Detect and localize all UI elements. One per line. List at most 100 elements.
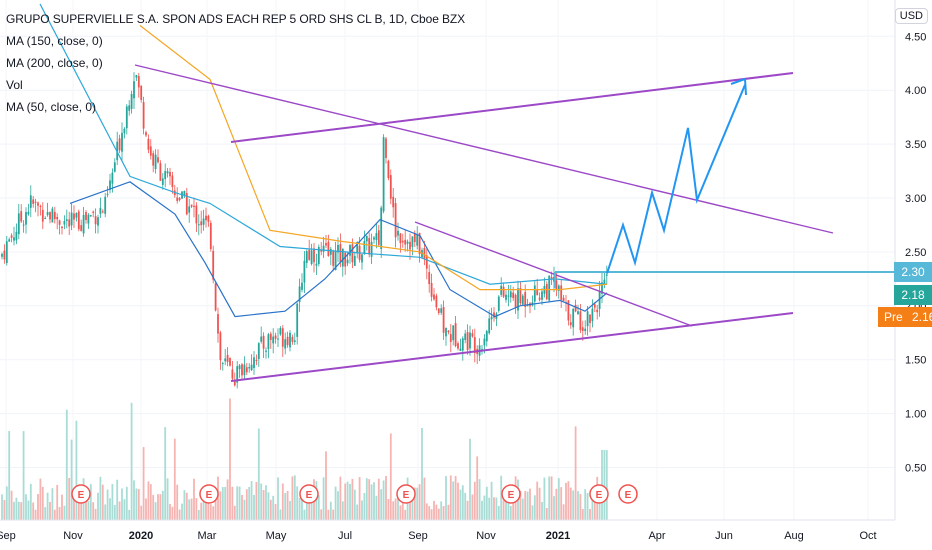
candle-body	[195, 205, 198, 224]
candle-body	[140, 85, 143, 100]
volume-bar	[58, 507, 61, 520]
volume-bar	[545, 507, 548, 520]
candle-body	[262, 335, 265, 349]
candle-body	[49, 212, 51, 220]
earnings-marker-label: E	[625, 490, 632, 501]
candle-body	[190, 204, 193, 207]
volume-bar	[411, 495, 414, 520]
candle-body	[277, 338, 279, 340]
candle-body	[94, 216, 97, 225]
volume-bar	[106, 489, 109, 520]
volume-bar	[137, 489, 140, 520]
volume-bar	[200, 502, 203, 520]
volume-bar	[449, 475, 452, 520]
indicator-vol[interactable]: Vol	[6, 78, 23, 92]
candle-body	[133, 81, 135, 99]
candle-body	[183, 190, 186, 196]
candle-body	[5, 241, 8, 264]
candle-body	[284, 339, 287, 349]
volume-bar	[579, 494, 582, 520]
candle-body	[185, 193, 188, 215]
volume-bar	[145, 498, 147, 520]
candle-body	[104, 196, 107, 214]
volume-bar	[260, 483, 263, 520]
earnings-marker	[589, 484, 609, 504]
volume-bar	[231, 486, 234, 520]
candle-body	[497, 296, 500, 311]
indicator-ma50[interactable]: MA (50, close, 0)	[6, 100, 97, 114]
candle-body	[337, 244, 339, 253]
candle-body	[200, 221, 203, 226]
candle-body	[221, 363, 224, 365]
volume-bar	[147, 481, 150, 520]
volume-bar	[584, 489, 587, 520]
volume-bar	[377, 478, 380, 520]
volume-bar	[181, 503, 183, 520]
volume-bar	[394, 498, 397, 520]
candle-body	[109, 180, 111, 190]
volume-bar	[490, 481, 493, 520]
volume-bar	[445, 476, 447, 520]
volume-bar	[159, 494, 162, 520]
volume-bar	[255, 481, 258, 520]
price-axis[interactable]: 0.501.001.502.002.503.003.504.004.50	[894, 0, 926, 520]
candle-body	[524, 292, 527, 307]
volume-bar	[171, 506, 174, 520]
candle-body	[579, 311, 582, 331]
candle-body	[217, 314, 219, 334]
candle-body	[433, 294, 435, 300]
volume-bar	[478, 479, 481, 520]
candle-body	[517, 288, 519, 311]
volume-bar	[332, 509, 335, 520]
candle-body	[526, 305, 529, 307]
volume-bar	[195, 498, 198, 520]
volume-bar	[142, 447, 145, 520]
candle-body	[550, 276, 553, 279]
volume-bar	[301, 497, 303, 520]
candle-body	[10, 235, 13, 238]
candle-body	[272, 336, 275, 344]
volume-bar	[183, 490, 186, 520]
volume-bar	[51, 488, 54, 520]
time-axis[interactable]: Sep Nov 2020 Mar May Jul Sep Nov 2021 Apr Jun Aug Oc…	[0, 519, 895, 542]
pre-price: 2.16	[912, 310, 932, 324]
volume-bar	[598, 494, 601, 520]
volume-bar	[435, 504, 438, 520]
candle-body	[409, 241, 411, 250]
volume-bar	[209, 504, 212, 520]
volume-bar	[257, 428, 260, 520]
volume-bar	[32, 502, 35, 520]
candle-body	[274, 335, 277, 339]
candle-body	[397, 230, 399, 236]
volume-bar	[519, 490, 522, 520]
x-tick-label: Aug	[784, 530, 804, 542]
symbol-title[interactable]: GRUPO SUPERVIELLE S.A. SPON ADS EACH REP…	[6, 12, 466, 26]
indicator-ma150[interactable]: MA (150, close, 0)	[6, 34, 103, 48]
candle-body	[466, 332, 469, 351]
volume-bar	[116, 479, 119, 520]
volume-bar	[380, 489, 383, 520]
volume-bar	[233, 505, 236, 520]
candle-body	[320, 250, 323, 252]
volume-bar	[99, 476, 102, 520]
candle-body	[533, 285, 536, 302]
volume-bar	[20, 502, 23, 520]
indicator-ma200[interactable]: MA (200, close, 0)	[6, 56, 103, 70]
candle-body	[574, 304, 577, 312]
candle-body	[454, 323, 457, 347]
resistance-trendline	[134, 64, 834, 234]
volume-bar	[430, 509, 433, 520]
earnings-marker-label: E	[78, 490, 85, 501]
candle-body	[418, 232, 421, 255]
currency-label[interactable]: USD	[894, 8, 928, 24]
candle-body	[25, 212, 27, 225]
candle-body	[63, 220, 66, 225]
candle-body	[413, 233, 416, 243]
candle-body	[548, 275, 551, 301]
x-tick-label: Apr	[648, 530, 665, 542]
candle-body	[265, 350, 267, 352]
candle-body	[152, 153, 155, 166]
volume-bar	[320, 509, 323, 520]
